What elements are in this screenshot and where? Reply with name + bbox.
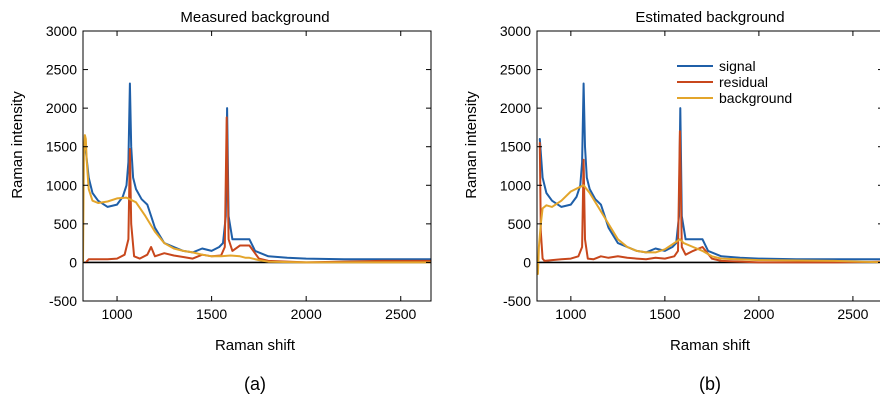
panel-a-title: Measured background xyxy=(180,9,329,26)
panel-b-series-background xyxy=(537,184,880,275)
panel-a-ytick-label: -500 xyxy=(49,293,77,309)
panel-b-xtick-label: 1500 xyxy=(649,306,680,322)
panel-a-ytick-label: 1000 xyxy=(46,177,77,193)
panel-b-caption: (b) xyxy=(699,374,721,394)
panel-b-ytick-label: 2000 xyxy=(500,100,531,116)
panel-a-series-signal xyxy=(84,82,431,261)
panel-b-legend-label-residual: residual xyxy=(719,74,768,90)
panel-b-ytick-label: 0 xyxy=(523,254,531,270)
panel-b-ytick-label: 1500 xyxy=(500,139,531,155)
panel-b-ytick-label: -500 xyxy=(503,293,531,309)
panel-a-ytick-label: 3000 xyxy=(46,23,77,39)
panel-b-ytick-label: 3000 xyxy=(500,23,531,39)
panel-a-ylabel: Raman intensity xyxy=(9,91,26,199)
panel-b-ytick-label: 1000 xyxy=(500,177,531,193)
panel-a-ytick-label: 2500 xyxy=(46,62,77,78)
panel-b-ylabel: Raman intensity xyxy=(463,91,480,199)
panel-a: Measured background Raman intensity Rama… xyxy=(9,9,432,394)
panel-b-xtick-label: 2500 xyxy=(837,306,868,322)
panel-a-plot-area: 1000 1500 2000 2500 -500 0 500 1000 1500 2000 2500… xyxy=(46,23,432,322)
panel-a-ytick-label: 0 xyxy=(69,254,77,270)
panel-a-axes-box xyxy=(82,30,432,302)
panel-b-ytick-label: 500 xyxy=(508,216,532,232)
panel-b-legend-label-signal: signal xyxy=(719,58,756,74)
panel-a-xtick-label: 2000 xyxy=(291,306,322,322)
panel-b-series-residual xyxy=(538,130,880,264)
panel-b-series-signal xyxy=(538,82,880,261)
panel-a-caption: (a) xyxy=(244,374,266,394)
panel-a-ytick-label: 1500 xyxy=(46,139,77,155)
panel-b-ytick-label: 2500 xyxy=(500,62,531,78)
panel-a-xtick-label: 2500 xyxy=(385,306,416,322)
panel-a-series-group xyxy=(83,82,431,264)
panel-b-series-group xyxy=(537,82,880,275)
panel-b-axes-box xyxy=(536,30,880,302)
panel-b-xlabel: Raman shift xyxy=(670,337,751,354)
panel-a-series-background xyxy=(83,134,431,264)
panel-a-ytick-label: 2000 xyxy=(46,100,77,116)
panel-a-xlabel: Raman shift xyxy=(215,337,296,354)
panel-b-xtick-label: 2000 xyxy=(743,306,774,322)
panel-b-xtick-label: 1000 xyxy=(555,306,586,322)
panel-a-series-residual xyxy=(84,116,431,264)
panel-a-xtick-label: 1500 xyxy=(196,306,227,322)
panel-a-xtick-label: 1000 xyxy=(101,306,132,322)
panel-b-title: Estimated background xyxy=(635,9,784,26)
panel-b-plot-area: 1000 1500 2000 2500 -500 0 500 1000 1500 2000 2500… xyxy=(500,23,880,322)
panel-a-ytick-label: 500 xyxy=(54,216,78,232)
panel-b-legend-label-background: background xyxy=(719,90,792,106)
panel-b: Estimated background Raman intensity Ram… xyxy=(463,9,880,394)
